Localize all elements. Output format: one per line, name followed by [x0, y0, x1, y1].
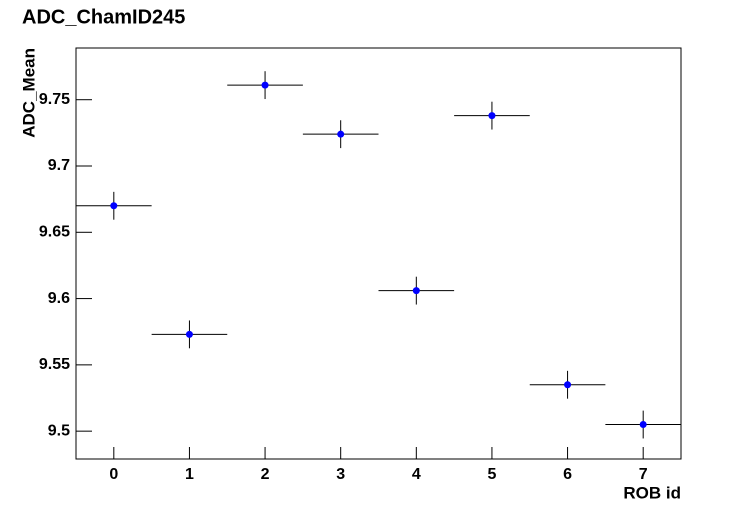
point: [412, 287, 420, 295]
x-tick-label: 7: [639, 466, 648, 483]
x-axis-label: ROB id: [623, 483, 681, 502]
point: [488, 112, 496, 120]
x-tick-label: 5: [487, 466, 496, 483]
plot-frame: [75, 47, 682, 460]
x-tick-label: 3: [336, 466, 345, 483]
x-tick-label: 6: [563, 466, 572, 483]
x-tick-label: 2: [261, 466, 270, 483]
x-tick-label: 1: [185, 466, 194, 483]
point: [110, 202, 118, 210]
y-tick-label: 9.75: [39, 91, 70, 108]
x-tick-label: 0: [109, 466, 118, 483]
point: [261, 81, 269, 89]
point: [185, 330, 193, 338]
y-tick-label: 9.55: [39, 356, 70, 373]
y-tick-label: 9.5: [48, 422, 70, 439]
chart-title: ADC_ChamID245: [22, 6, 185, 28]
x-tick-label: 4: [412, 466, 421, 483]
point: [639, 421, 647, 429]
point: [564, 381, 572, 389]
y-axis-label: ADC_Mean: [19, 48, 38, 138]
y-tick-label: 9.65: [39, 224, 70, 241]
y-tick-label: 9.7: [48, 157, 70, 174]
point: [337, 130, 345, 138]
y-tick-label: 9.6: [48, 290, 70, 307]
